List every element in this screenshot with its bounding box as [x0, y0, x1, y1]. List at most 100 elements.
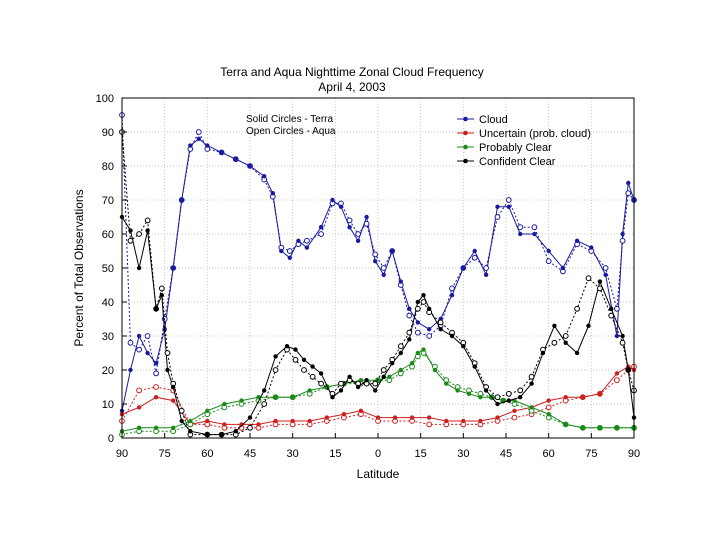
point-uncertain-prob-cloud-aqua [153, 384, 160, 390]
point-confident-clear-terra [597, 279, 603, 284]
point-confident-clear-aqua [562, 333, 569, 339]
point-cloud-aqua [545, 258, 552, 265]
series-cloud [119, 112, 637, 413]
legend-label-uncertain-prob-cloud: Uncertain (prob. cloud) [479, 128, 591, 140]
point-cloud-aqua [531, 224, 538, 231]
point-uncertain-prob-cloud-terra [597, 391, 603, 396]
point-uncertain-prob-cloud-terra [392, 415, 398, 420]
point-uncertain-prob-cloud-terra [256, 422, 261, 427]
point-cloud-aqua [195, 129, 202, 135]
point-cloud-aqua [625, 190, 632, 197]
x-tick-label: 60 [543, 448, 555, 460]
point-confident-clear-terra [219, 432, 224, 437]
point-confident-clear-aqua [494, 394, 501, 401]
point-probably-clear-terra [398, 367, 403, 373]
point-cloud-terra [472, 248, 477, 254]
y-tick-label: 80 [102, 161, 114, 173]
point-cloud-terra [574, 238, 580, 243]
point-confident-clear-aqua [597, 285, 603, 292]
x-tick-label: 15 [329, 448, 341, 460]
point-cloud-aqua [318, 231, 325, 237]
point-cloud-terra [449, 293, 455, 298]
legend-marker-confident-clear [463, 158, 468, 164]
point-cloud-terra [171, 265, 176, 271]
line-uncertain-prob-cloud-terra [121, 366, 635, 425]
point-probably-clear-terra [307, 388, 312, 393]
legend-marker-cloud [463, 116, 468, 122]
point-cloud-aqua [494, 214, 501, 220]
point-cloud-terra [427, 327, 432, 332]
x-axis-label: Latitude [357, 467, 400, 481]
point-confident-clear-terra [427, 306, 432, 311]
point-uncertain-prob-cloud-aqua [511, 414, 518, 421]
point-cloud-terra [560, 265, 566, 271]
point-confident-clear-terra [398, 350, 403, 356]
point-confident-clear-terra [390, 361, 395, 366]
point-cloud-aqua [449, 285, 455, 292]
point-confident-clear-aqua [309, 373, 316, 380]
series-probably-clear [119, 347, 637, 438]
point-confident-clear-terra [355, 384, 361, 390]
y-tick-label: 100 [96, 93, 114, 105]
point-uncertain-prob-cloud-terra [478, 418, 483, 424]
point-cloud-aqua [505, 197, 512, 203]
point-confident-clear-aqua [247, 424, 253, 431]
point-cloud-terra [330, 197, 335, 203]
point-uncertain-prob-cloud-aqua [136, 387, 143, 394]
point-cloud-terra [483, 272, 489, 277]
point-confident-clear-aqua [437, 319, 444, 326]
point-uncertain-prob-cloud-terra [546, 398, 551, 403]
point-cloud-terra [153, 361, 159, 366]
point-confident-clear-aqua [292, 356, 299, 363]
point-confident-clear-aqua [397, 343, 404, 350]
point-confident-clear-terra [449, 333, 455, 339]
point-uncertain-prob-cloud-terra [153, 395, 159, 400]
x-tick-label: 75 [585, 448, 597, 460]
point-uncertain-prob-cloud-terra [136, 405, 142, 410]
point-probably-clear-terra [387, 374, 392, 379]
point-cloud-aqua [286, 248, 293, 254]
point-confident-clear-terra [262, 388, 267, 393]
point-cloud-terra [506, 204, 511, 209]
point-cloud-aqua [614, 305, 620, 312]
point-uncertain-prob-cloud-terra [512, 408, 517, 413]
point-confident-clear-terra [301, 357, 307, 362]
point-cloud-aqua [363, 220, 370, 227]
point-cloud-aqua [619, 237, 626, 244]
point-cloud-aqua [406, 312, 413, 319]
x-tick-label: 30 [287, 448, 299, 460]
point-confident-clear-aqua [585, 275, 592, 282]
point-uncertain-prob-cloud-terra [563, 395, 568, 400]
point-cloud-terra [145, 350, 150, 356]
point-uncertain-prob-cloud-aqua [426, 421, 433, 428]
point-confident-clear-aqua [136, 231, 143, 237]
x-tick-label: 45 [500, 448, 512, 460]
point-cloud-terra [304, 245, 310, 250]
point-cloud-terra [247, 163, 253, 169]
point-confident-clear-terra [145, 228, 150, 233]
point-cloud-terra [347, 225, 352, 230]
point-cloud-terra [219, 150, 224, 155]
point-confident-clear-terra [620, 333, 625, 339]
point-confident-clear-aqua [608, 312, 615, 319]
point-confident-clear-terra [171, 384, 176, 390]
point-cloud-terra [296, 238, 301, 243]
point-cloud-aqua [517, 224, 524, 231]
point-cloud-terra [589, 245, 594, 250]
chart-subtitle: April 4, 2003 [318, 80, 386, 94]
point-probably-clear-terra [290, 395, 295, 400]
point-confident-clear-terra [347, 374, 352, 379]
point-confident-clear-aqua [144, 217, 151, 224]
point-confident-clear-aqua [164, 350, 171, 356]
point-cloud-terra [461, 265, 466, 271]
point-uncertain-prob-cloud-terra [222, 422, 227, 427]
point-uncertain-prob-cloud-terra [239, 422, 244, 427]
point-cloud-terra [614, 333, 620, 339]
point-cloud-terra [603, 272, 608, 277]
point-cloud-aqua [136, 346, 143, 353]
point-confident-clear-terra [421, 293, 426, 298]
point-uncertain-prob-cloud-terra [341, 412, 347, 417]
point-cloud-terra [179, 197, 184, 203]
point-probably-clear-terra [597, 425, 603, 430]
